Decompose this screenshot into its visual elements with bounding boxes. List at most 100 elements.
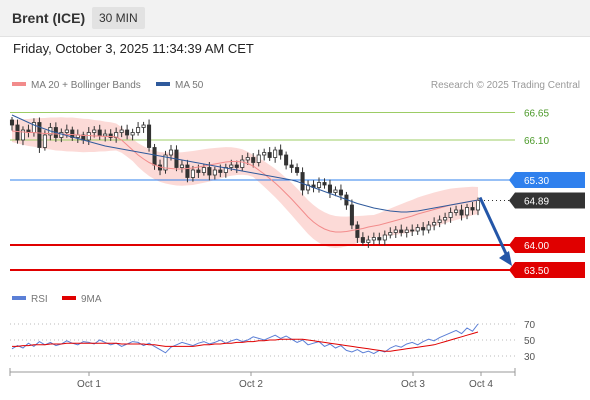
- candle: [86, 132, 91, 141]
- candle: [465, 207, 470, 216]
- candle: [349, 204, 354, 226]
- candle: [108, 133, 113, 138]
- candle: [284, 154, 289, 166]
- forecast-arrowhead: [499, 251, 512, 266]
- candle: [475, 200, 481, 211]
- candle: [240, 159, 245, 168]
- candle: [415, 227, 420, 232]
- candle: [212, 169, 217, 176]
- candle: [360, 237, 365, 243]
- candle: [371, 237, 376, 241]
- top-bar: Brent (ICE) 30 MIN: [0, 0, 590, 37]
- candle: [196, 169, 201, 173]
- rsi-tick-50: 50: [524, 336, 536, 347]
- level-tag-arrow-63.50: [509, 262, 515, 278]
- forecast-arrow: [478, 196, 510, 259]
- ma20-swatch: [12, 82, 26, 87]
- candle: [163, 154, 168, 171]
- candle: [404, 229, 409, 233]
- candle: [251, 157, 256, 163]
- candle: [295, 167, 300, 173]
- candle: [437, 219, 442, 223]
- candle: [322, 182, 327, 186]
- candle: [256, 154, 261, 163]
- candle: [92, 129, 97, 133]
- candle: [103, 133, 108, 137]
- candle: [37, 122, 42, 148]
- timestamp: Friday, October 3, 2025 11:34:39 AM CET: [13, 41, 254, 56]
- candle: [377, 237, 382, 241]
- x-tick-label: Oct 4: [469, 379, 493, 390]
- ma9-legend-label: 9MA: [81, 294, 102, 305]
- level-label-64.00: 64.00: [524, 241, 549, 252]
- instrument-title: Brent (ICE): [12, 10, 86, 26]
- candle: [147, 124, 152, 148]
- ma20-line: [11, 130, 479, 233]
- candle: [355, 224, 360, 238]
- candle: [245, 157, 250, 161]
- level-label-66.65: 66.65: [524, 109, 549, 120]
- level-label-65.30: 65.30: [524, 176, 549, 187]
- candle: [388, 232, 393, 236]
- rsi-series-9ma: [12, 331, 479, 352]
- ma9-swatch: [62, 296, 76, 301]
- candle: [234, 164, 239, 168]
- candle: [97, 129, 102, 137]
- ma50-legend-label: MA 50: [175, 80, 204, 91]
- candle: [130, 132, 135, 136]
- level-label-66.10: 66.10: [524, 136, 549, 147]
- candle: [278, 149, 283, 156]
- candle: [125, 129, 130, 136]
- candle: [190, 169, 195, 178]
- rsi-tick-30: 30: [524, 352, 536, 363]
- interval-button[interactable]: 30 MIN: [92, 7, 145, 29]
- research-credit: Research © 2025 Trading Central: [430, 80, 580, 91]
- candle: [333, 189, 338, 193]
- level-tag-arrow-64.00: [509, 237, 515, 253]
- ma9-legend: 9MA: [62, 294, 102, 305]
- candle: [9, 119, 15, 126]
- candle: [119, 129, 124, 133]
- candle: [289, 164, 294, 168]
- candle: [141, 124, 146, 128]
- candle: [366, 239, 371, 243]
- level-tag-63.50: [515, 262, 585, 278]
- candle: [185, 164, 190, 178]
- ma50-legend: MA 50: [156, 80, 203, 91]
- rsi-legend: RSI: [12, 294, 48, 305]
- candle: [267, 152, 272, 158]
- candle: [300, 172, 305, 191]
- candle: [470, 207, 475, 211]
- candle: [229, 164, 234, 168]
- candle: [410, 229, 415, 232]
- candle: [448, 212, 453, 218]
- level-tag-65.30: [515, 172, 585, 188]
- rsi-tick-70: 70: [524, 320, 536, 331]
- rsi-swatch: [12, 296, 26, 301]
- candle: [393, 229, 398, 233]
- ma50-line: [11, 114, 479, 213]
- candle: [432, 222, 437, 226]
- x-tick-label: Oct 1: [77, 379, 101, 390]
- candle: [207, 167, 212, 176]
- candle: [218, 169, 223, 173]
- candle: [399, 229, 404, 233]
- candle: [201, 167, 206, 173]
- candle: [338, 189, 343, 196]
- level-tag-64.00: [515, 237, 585, 253]
- candle: [64, 129, 69, 133]
- ma50-swatch: [156, 82, 170, 87]
- rsi-series-rsi: [11, 323, 479, 355]
- candle: [327, 184, 333, 193]
- rsi-legend-label: RSI: [31, 294, 48, 305]
- candle: [426, 224, 431, 231]
- ma20-legend-label: MA 20 + Bollinger Bands: [31, 80, 141, 91]
- level-label-63.50: 63.50: [524, 266, 549, 277]
- candle: [316, 182, 322, 188]
- candle: [152, 147, 157, 166]
- candle: [168, 149, 174, 156]
- x-tick-label: Oct 3: [401, 379, 425, 390]
- candle: [262, 152, 267, 156]
- candle: [273, 149, 278, 158]
